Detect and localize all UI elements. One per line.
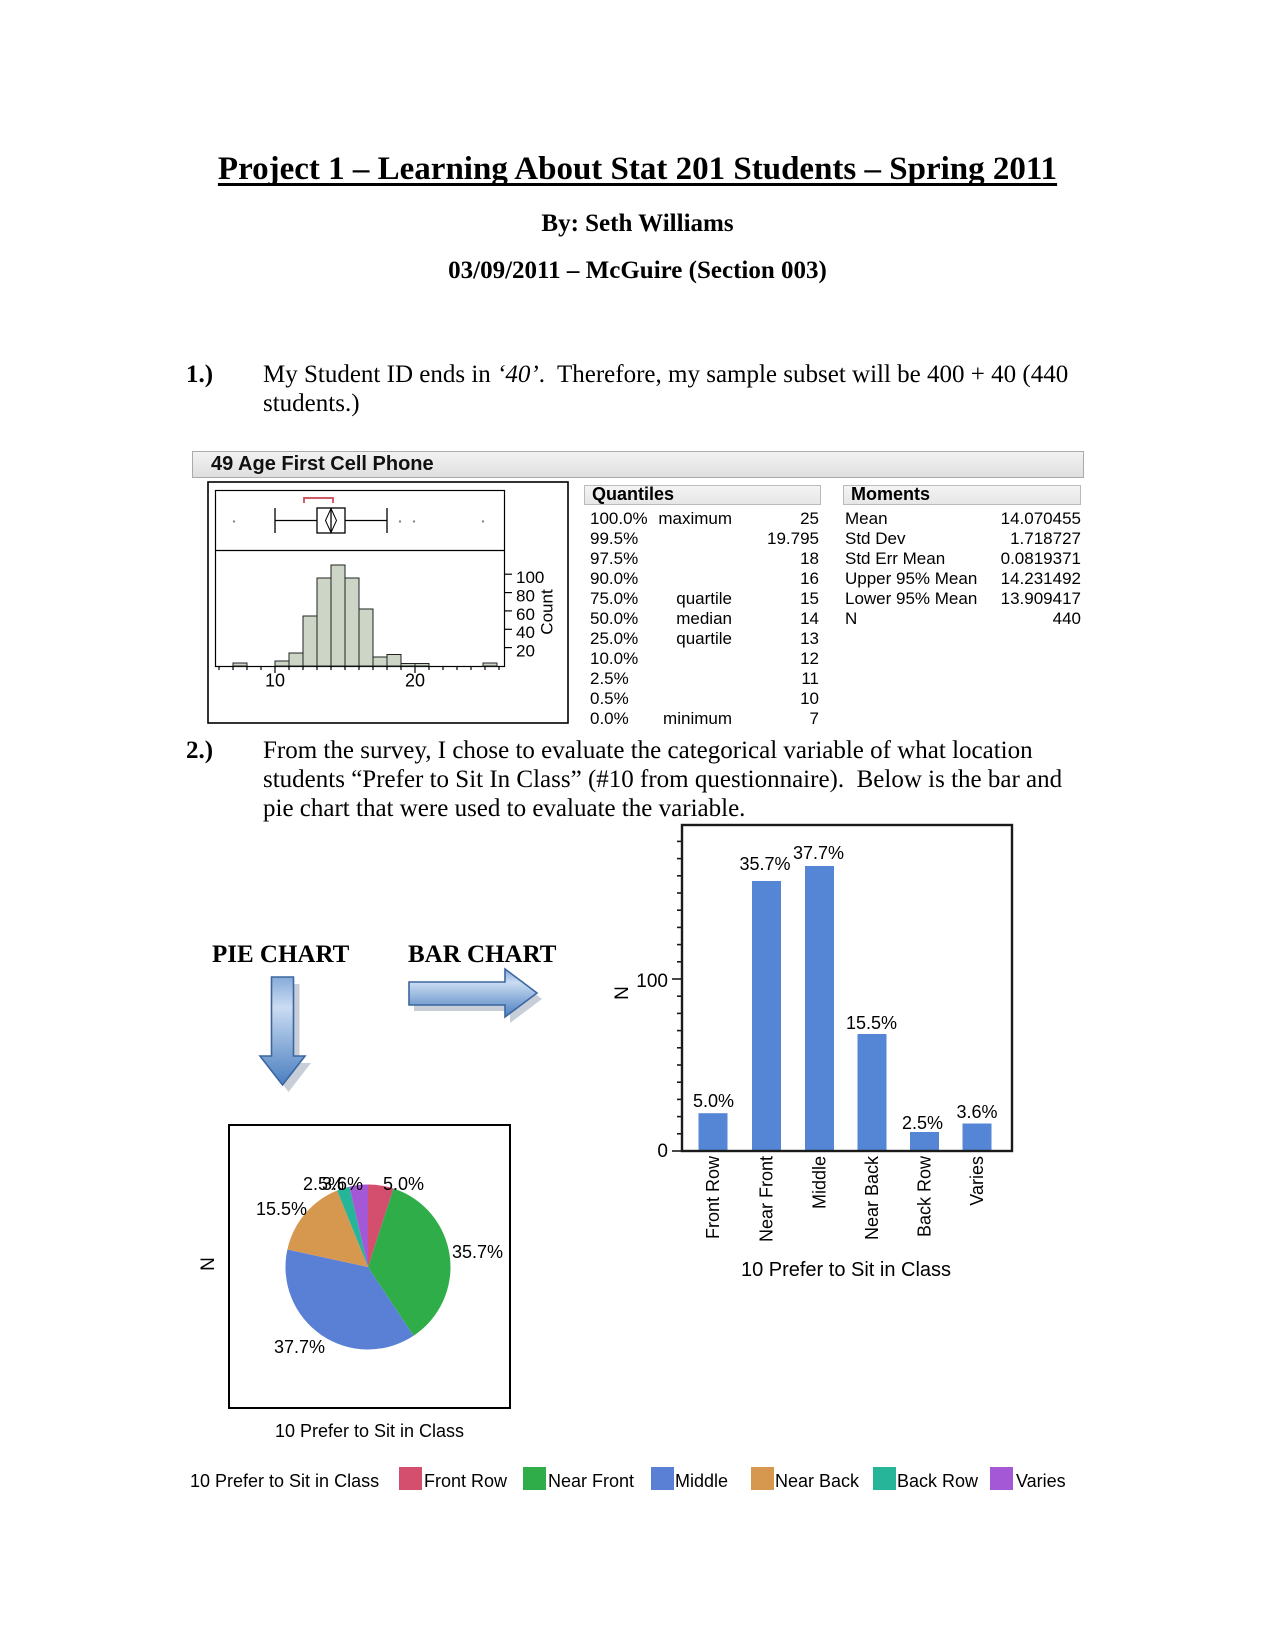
- svg-text:0: 0: [657, 1141, 668, 1162]
- svg-text:Count: Count: [538, 589, 557, 635]
- svg-text:35.7%: 35.7%: [739, 854, 790, 874]
- svg-text:40: 40: [516, 623, 535, 642]
- svg-text:60: 60: [516, 605, 535, 624]
- svg-text:Near Back: Near Back: [862, 1155, 882, 1240]
- svg-text:Middle: Middle: [810, 1156, 830, 1209]
- svg-text:N: N: [612, 986, 633, 1000]
- svg-text:5.0%: 5.0%: [693, 1091, 734, 1111]
- svg-text:Varies: Varies: [967, 1156, 987, 1206]
- svg-text:37.7%: 37.7%: [793, 843, 844, 863]
- svg-text:15.5%: 15.5%: [846, 1013, 897, 1033]
- svg-text:10: 10: [265, 671, 285, 691]
- svg-text:2.5%: 2.5%: [902, 1113, 943, 1133]
- svg-text:100: 100: [636, 971, 668, 992]
- svg-text:Near Front: Near Front: [757, 1156, 777, 1242]
- svg-text:100: 100: [516, 568, 544, 587]
- svg-text:Front Row: Front Row: [703, 1155, 723, 1239]
- svg-text:20: 20: [516, 642, 535, 661]
- svg-text:10 Prefer to Sit in Class: 10 Prefer to Sit in Class: [741, 1259, 951, 1281]
- svg-text:Back Row: Back Row: [915, 1155, 935, 1237]
- svg-text:80: 80: [516, 587, 535, 606]
- svg-text:3.6%: 3.6%: [956, 1102, 997, 1122]
- svg-text:20: 20: [405, 671, 425, 691]
